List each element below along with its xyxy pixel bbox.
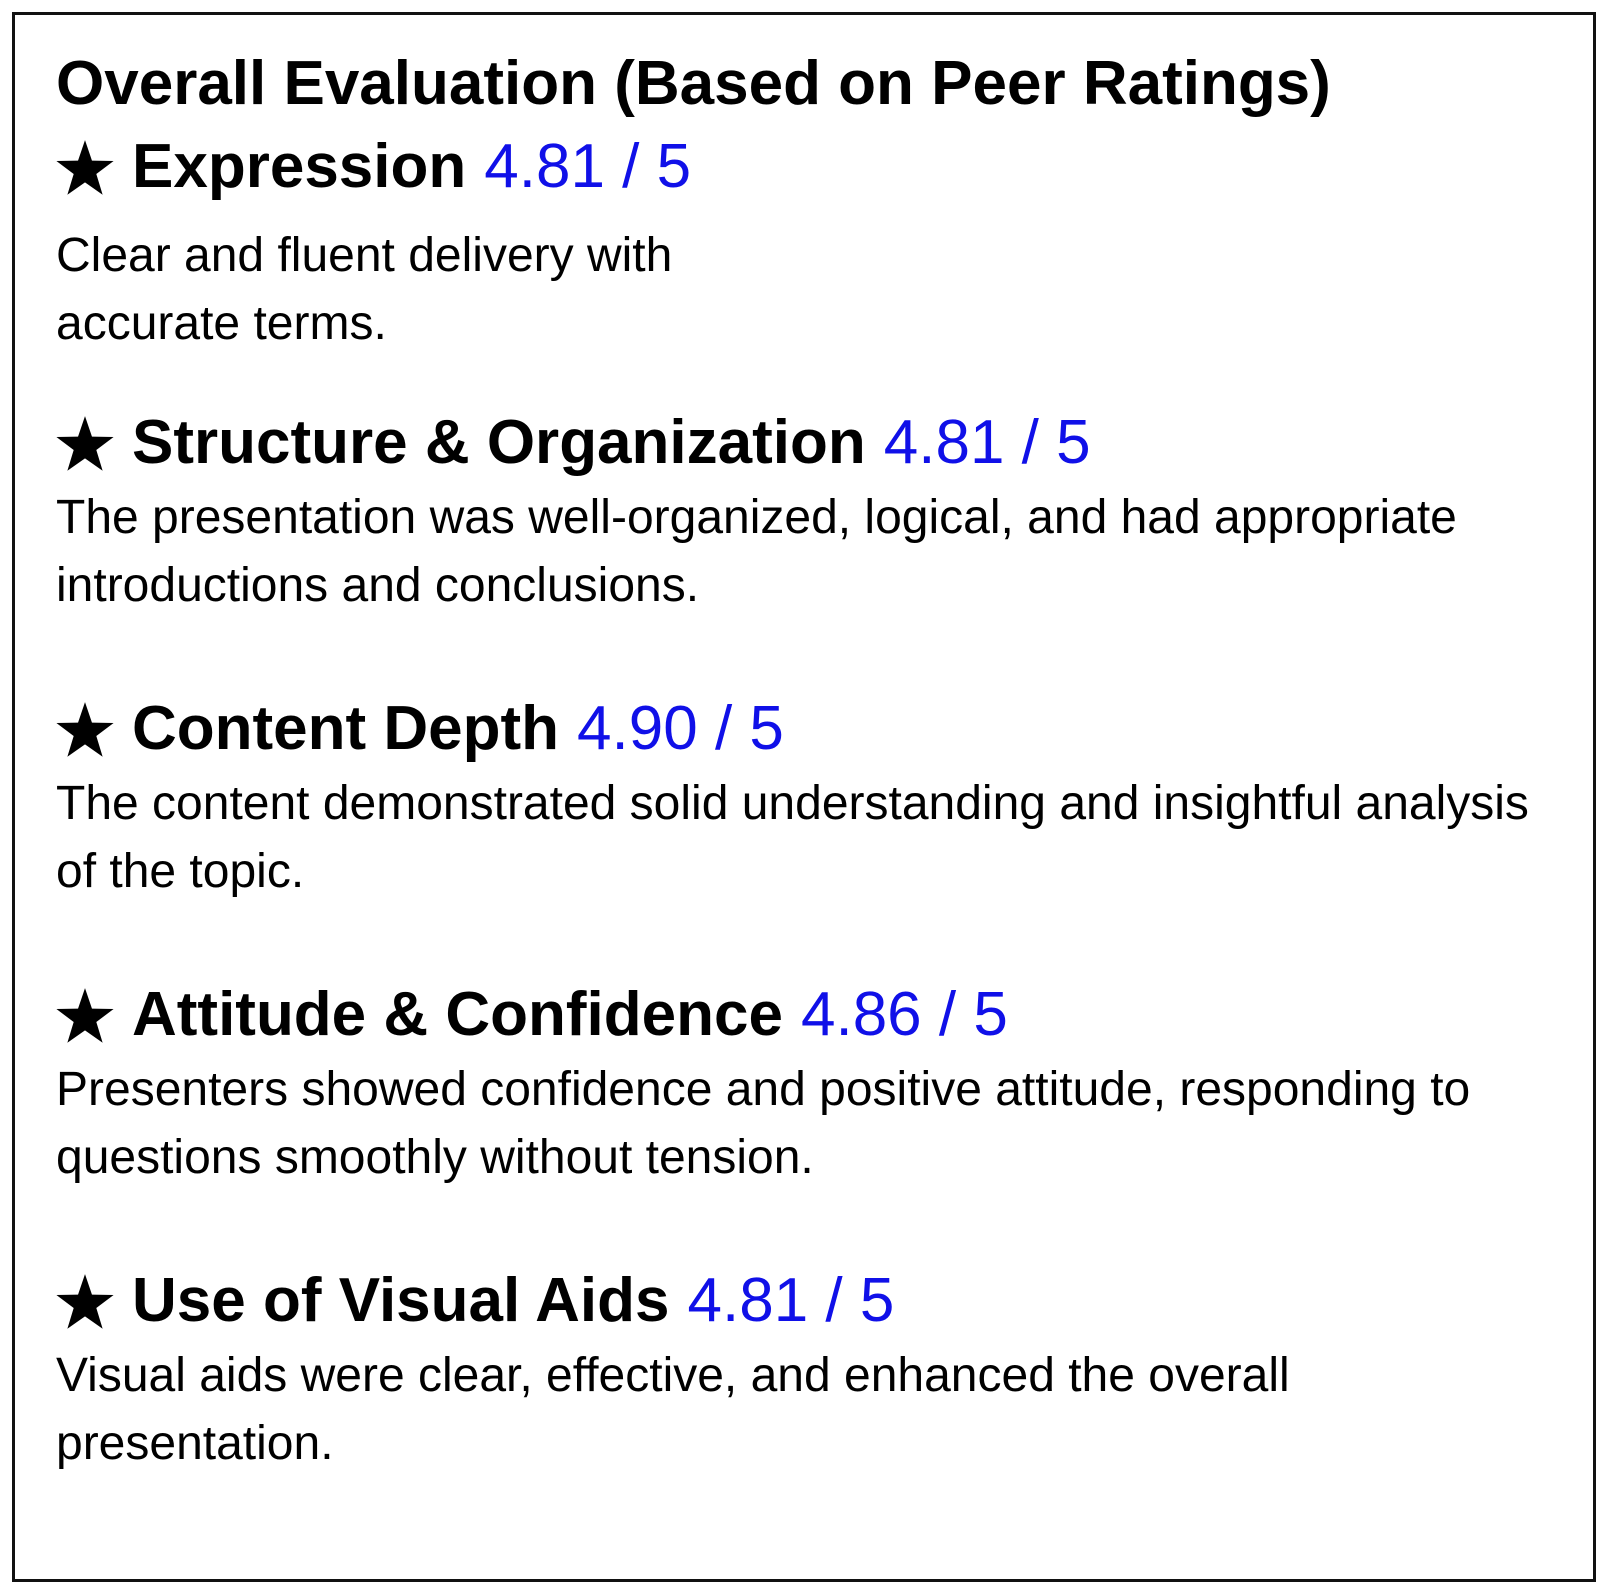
criterion-description: Clear and fluent delivery with accurate … [56,229,673,350]
section-content-depth: Content Depth 4.90 / 5 The content demon… [52,692,1562,906]
criterion-description: Visual aids were clear, effective, and e… [56,1349,1290,1470]
criterion-description: The content demonstrated solid understan… [56,777,1529,898]
evaluation-frame [12,12,1596,1582]
criterion-description: Presenters showed confidence and positiv… [56,1063,1471,1184]
section-structure-organization: Structure & Organization 4.81 / 5 The pr… [52,406,1562,620]
section-heading: Content Depth 4.90 / 5 [52,692,1562,766]
star-icon [52,987,118,1043]
section-heading: Use of Visual Aids 4.81 / 5 [52,1264,1562,1338]
score-value: 4.81 / 5 [484,132,692,201]
criterion-label: Expression [132,132,467,201]
criterion-label: Use of Visual Aids [132,1266,670,1335]
star-icon [52,1273,118,1329]
score-value: 4.90 / 5 [577,694,784,763]
star-icon [52,139,118,195]
star-icon [52,701,118,757]
criterion-description: The presentation was well-organized, log… [56,491,1457,612]
section-heading: Expression 4.81 / 5 [52,130,1562,204]
star-icon [52,415,118,471]
score-value: 4.81 / 5 [883,408,1091,477]
score-value: 4.81 / 5 [687,1266,895,1335]
criterion-label: Structure & Organization [132,408,866,477]
section-expression: Expression 4.81 / 5 Clear and fluent del… [52,130,1562,358]
section-heading: Structure & Organization 4.81 / 5 [52,406,1562,480]
criterion-label: Attitude & Confidence [132,980,783,1049]
section-attitude-confidence: Attitude & Confidence 4.86 / 5 Presenter… [52,978,1562,1192]
section-use-of-visual-aids: Use of Visual Aids 4.81 / 5 Visual aids … [52,1264,1562,1478]
criterion-label: Content Depth [132,694,560,763]
score-value: 4.86 / 5 [800,980,1008,1049]
page-title: Overall Evaluation (Based on Peer Rating… [56,49,1331,118]
section-heading: Attitude & Confidence 4.86 / 5 [52,978,1562,1052]
